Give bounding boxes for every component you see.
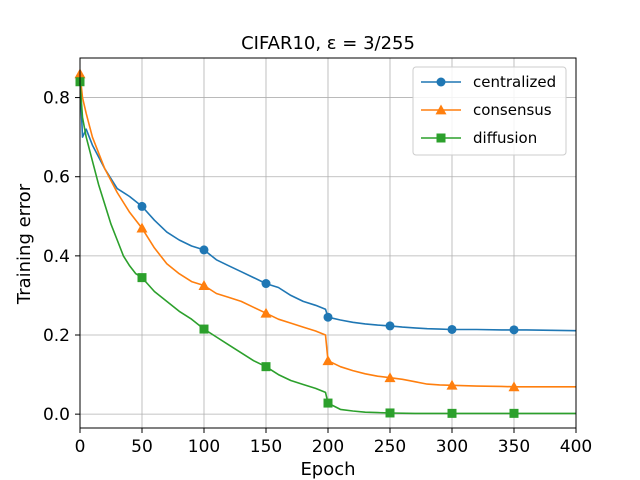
series-line-consensus xyxy=(79,73,576,388)
data-point-diffusion xyxy=(323,398,333,408)
y-tick-label: 0.6 xyxy=(43,168,70,188)
y-tick-label: 0.8 xyxy=(43,89,70,109)
x-tick-label: 50 xyxy=(131,437,153,457)
data-point-consensus xyxy=(446,379,458,390)
data-point-diffusion xyxy=(447,408,457,418)
data-point-centralized xyxy=(509,325,519,335)
legend-marker-consensus xyxy=(435,104,447,115)
x-tick-label: 0 xyxy=(75,437,86,457)
data-point-centralized xyxy=(385,321,395,331)
data-point-diffusion xyxy=(261,362,271,372)
x-tick-label: 350 xyxy=(498,437,530,457)
legend-label-centralized: centralized xyxy=(473,73,556,91)
legend-label-diffusion: diffusion xyxy=(473,129,537,147)
x-tick-label: 100 xyxy=(188,437,220,457)
axes: 0 50 100 150 200 250 300 350 400 0.0 0.2 0.4 0.6 0.8 xyxy=(43,57,592,457)
legend-entry-diffusion: diffusion xyxy=(421,129,537,147)
legend-entry-centralized: centralized xyxy=(421,73,556,91)
data-point-centralized xyxy=(323,312,333,322)
legend-entry-consensus: consensus xyxy=(421,101,552,119)
series-diffusion xyxy=(75,77,576,418)
data-point-centralized xyxy=(447,324,457,334)
data-point-consensus xyxy=(384,372,396,383)
data-point-centralized xyxy=(261,279,271,289)
chart-title: CIFAR10, ε = 3/255 xyxy=(241,33,415,54)
data-point-centralized xyxy=(137,201,147,211)
data-point-consensus xyxy=(136,222,148,233)
data-point-consensus xyxy=(508,381,520,392)
data-point-consensus xyxy=(322,355,334,366)
x-tick-label: 250 xyxy=(374,437,406,457)
data-point-diffusion xyxy=(509,408,519,418)
legend-label-consensus: consensus xyxy=(473,101,552,119)
y-axis-title: Training error xyxy=(14,183,35,305)
legend-marker-diffusion xyxy=(436,133,446,143)
data-point-consensus xyxy=(198,280,210,290)
series-line-centralized xyxy=(79,77,577,332)
y-tick-label: 0.4 xyxy=(43,247,70,267)
x-axis-title: Epoch xyxy=(300,459,355,480)
x-tick-label: 200 xyxy=(312,437,344,457)
data-point-centralized xyxy=(199,245,209,255)
y-tick-label: 0.2 xyxy=(43,326,70,346)
legend: centralized consensus diffusion xyxy=(412,66,567,156)
series-line-diffusion xyxy=(79,81,576,415)
legend-box xyxy=(412,66,567,156)
data-point-diffusion xyxy=(385,408,395,418)
series-layer xyxy=(74,68,577,418)
data-point-diffusion xyxy=(199,324,209,334)
y-tick-label: 0.0 xyxy=(43,405,70,425)
data-point-diffusion xyxy=(137,273,147,283)
x-tick-label: 400 xyxy=(560,437,592,457)
x-tick-label: 150 xyxy=(250,437,282,457)
data-point-consensus xyxy=(260,307,272,318)
x-tick-label: 300 xyxy=(436,437,468,457)
legend-marker-centralized xyxy=(436,77,446,87)
